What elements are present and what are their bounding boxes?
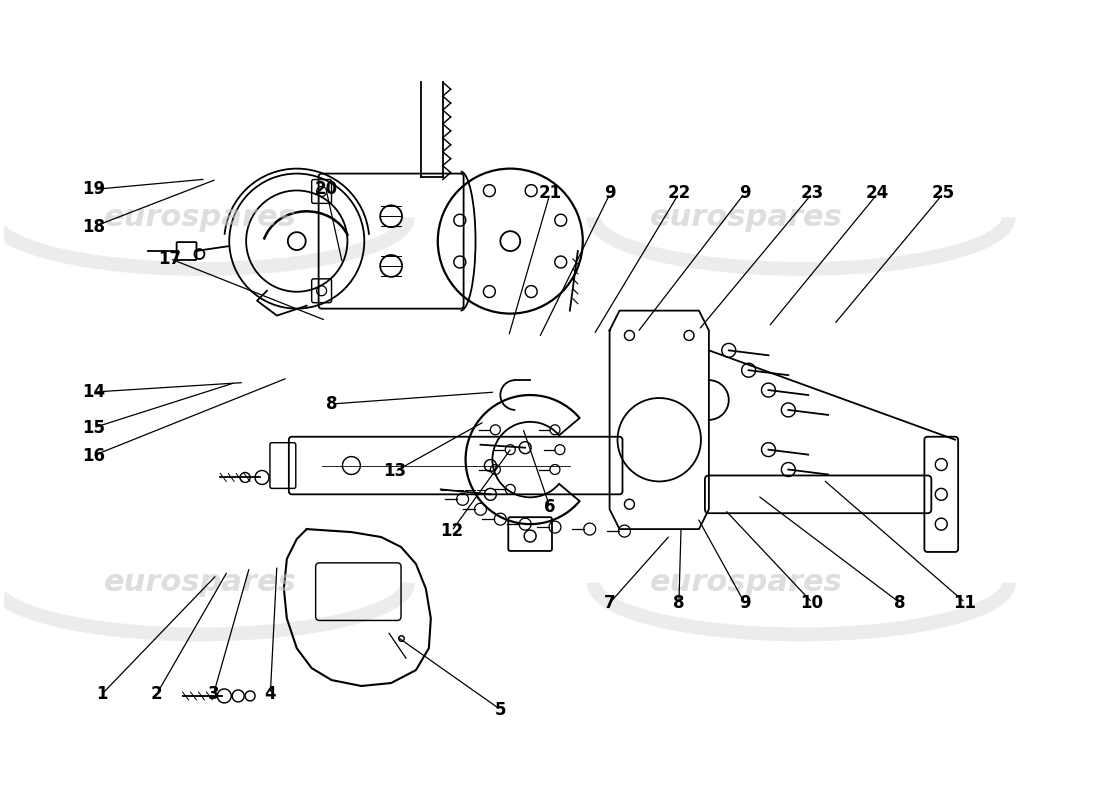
Text: 9: 9 xyxy=(604,185,616,202)
Text: 11: 11 xyxy=(954,594,977,611)
Text: 9: 9 xyxy=(738,185,750,202)
Text: 12: 12 xyxy=(440,522,463,540)
Text: eurospares: eurospares xyxy=(104,202,297,232)
Text: 13: 13 xyxy=(383,462,406,481)
Text: 18: 18 xyxy=(81,218,104,236)
Text: 8: 8 xyxy=(894,594,905,611)
Text: 25: 25 xyxy=(932,185,955,202)
Text: eurospares: eurospares xyxy=(650,202,843,232)
Text: 3: 3 xyxy=(208,685,219,703)
Text: 5: 5 xyxy=(495,701,507,719)
Text: 1: 1 xyxy=(97,685,108,703)
Text: 22: 22 xyxy=(668,185,691,202)
Text: 14: 14 xyxy=(81,383,104,401)
Text: 20: 20 xyxy=(315,181,338,198)
Text: 15: 15 xyxy=(81,419,104,437)
Text: 16: 16 xyxy=(81,446,104,465)
Text: 24: 24 xyxy=(866,185,889,202)
Text: 17: 17 xyxy=(158,250,182,267)
Text: eurospares: eurospares xyxy=(650,568,843,598)
Text: 21: 21 xyxy=(538,185,562,202)
Text: 9: 9 xyxy=(738,594,750,611)
Text: 23: 23 xyxy=(801,185,824,202)
Text: eurospares: eurospares xyxy=(104,568,297,598)
Text: 19: 19 xyxy=(81,181,104,198)
Text: 6: 6 xyxy=(544,498,556,516)
Text: 10: 10 xyxy=(801,594,824,611)
Text: 7: 7 xyxy=(604,594,616,611)
Text: 8: 8 xyxy=(326,395,338,413)
Text: 2: 2 xyxy=(151,685,163,703)
Text: 8: 8 xyxy=(673,594,684,611)
Text: 4: 4 xyxy=(264,685,276,703)
